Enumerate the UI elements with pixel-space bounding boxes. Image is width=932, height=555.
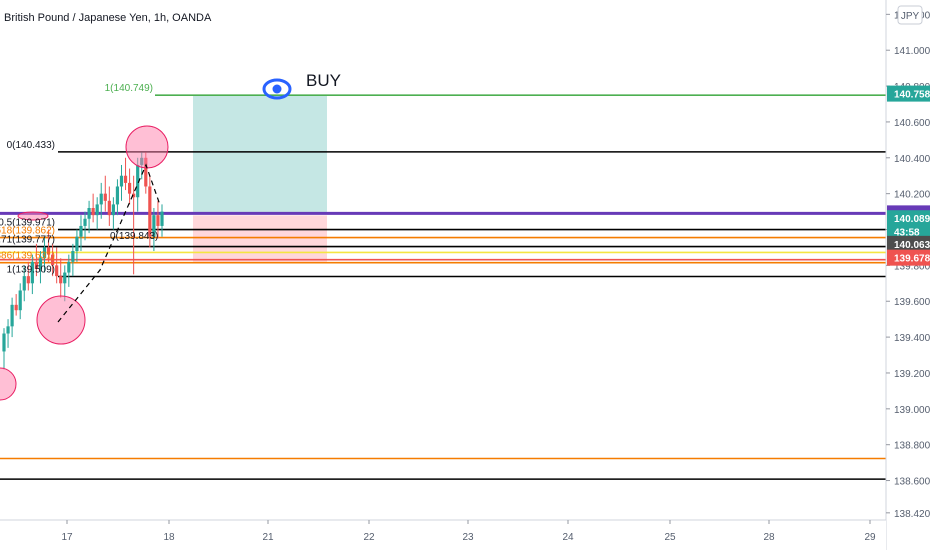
fib-level-label: 0.5(139.971)	[0, 218, 55, 229]
x-tick-label: 21	[262, 532, 274, 543]
candle-body[interactable]	[18, 290, 22, 311]
price-tag-label: 139.678	[894, 254, 931, 265]
price-tag-label: 43:58	[894, 228, 920, 239]
y-tick-label: 140.600	[894, 118, 931, 129]
candle-body[interactable]	[63, 272, 67, 284]
candle-body[interactable]	[87, 208, 91, 219]
candle-body[interactable]	[127, 182, 132, 194]
fib-level-label: 618(139.862)	[0, 226, 55, 237]
candle-body[interactable]	[83, 218, 87, 226]
y-tick-label: 138.600	[894, 477, 931, 488]
candle-body[interactable]	[111, 204, 115, 216]
eye-icon	[262, 78, 292, 100]
y-tick-label: 140.200	[894, 190, 931, 201]
price-tag[interactable]	[887, 85, 930, 102]
candle-body[interactable]	[34, 261, 39, 269]
y-tick-label: 139.000	[894, 405, 931, 416]
x-tick-label: 24	[562, 532, 574, 543]
candle-body[interactable]	[2, 333, 6, 352]
y-tick-label: 140.400	[894, 154, 931, 165]
highlight-circle[interactable]	[125, 125, 169, 169]
y-tick-label: 138.420	[894, 509, 931, 520]
fib-level-label: 0.71(139.777)	[0, 235, 55, 246]
candle-body[interactable]	[26, 276, 30, 284]
candle-body[interactable]	[55, 265, 59, 277]
stop-loss-zone[interactable]	[193, 215, 327, 262]
candle-body[interactable]	[123, 175, 128, 183]
y-tick-label: 139.400	[894, 333, 931, 344]
candle-body[interactable]	[91, 208, 95, 216]
candle-body[interactable]	[6, 326, 10, 334]
y-tick-label: 139.800	[894, 261, 931, 272]
candle-body[interactable]	[144, 157, 148, 187]
candle-body[interactable]	[148, 186, 152, 237]
price-tag[interactable]	[887, 223, 930, 240]
y-tick-label: 139.600	[894, 297, 931, 308]
x-tick-label: 17	[61, 532, 73, 543]
y-tick-label: 139.200	[894, 369, 931, 380]
x-tick-label: 25	[664, 532, 676, 543]
x-tick-label: 23	[462, 532, 474, 543]
candle-body[interactable]	[22, 276, 26, 291]
candle-body[interactable]	[152, 215, 156, 237]
x-tick-label: 29	[864, 532, 876, 543]
price-tag-label: 140.089	[894, 214, 931, 225]
y-tick-label: 138.800	[894, 441, 931, 452]
fib-level-label: 886(139.631)	[0, 251, 55, 262]
candle-body[interactable]	[75, 236, 79, 252]
candle-body[interactable]	[38, 258, 43, 269]
currency-button-label: JPY	[901, 11, 920, 22]
buy-label: BUY	[306, 71, 341, 90]
candle-body[interactable]	[107, 200, 111, 216]
candle-body[interactable]	[10, 304, 14, 327]
y-tick-label: 141.000	[894, 46, 931, 57]
candle-body[interactable]	[79, 225, 83, 237]
x-tick-label: 18	[163, 532, 175, 543]
price-tag[interactable]	[887, 249, 930, 266]
candle-body[interactable]	[95, 204, 99, 216]
price-tag-label: 140.063	[894, 240, 931, 251]
chart-title: British Pound / Japanese Yen, 1h, OANDA	[4, 12, 212, 24]
candle-body[interactable]	[103, 193, 107, 201]
price-tag-label: 140.758	[894, 90, 931, 101]
fib-trend-line[interactable]	[57, 163, 161, 323]
fib-level-label: 0(140.433)	[7, 140, 55, 151]
candle-body[interactable]	[115, 186, 120, 205]
candle-body[interactable]	[51, 254, 55, 266]
candle-body[interactable]	[30, 261, 34, 284]
candle-body[interactable]	[42, 247, 47, 259]
x-tick-label: 28	[763, 532, 775, 543]
price-tag[interactable]	[887, 210, 930, 227]
time-axis[interactable]	[0, 520, 886, 550]
candle-body[interactable]	[99, 193, 103, 205]
fib-level-label: 1(139.509)	[7, 264, 55, 275]
highlight-circle[interactable]	[36, 295, 86, 345]
price-tag[interactable]	[887, 235, 930, 252]
candle-body[interactable]	[59, 276, 63, 284]
candle-body[interactable]	[160, 211, 164, 226]
candle-body[interactable]	[132, 193, 136, 198]
fib-inline-label: 0(139.843)	[110, 231, 158, 242]
candle-body[interactable]	[67, 261, 71, 273]
highlight-ellipse[interactable]	[17, 211, 49, 221]
currency-button[interactable]: JPY	[897, 5, 923, 25]
candle-body[interactable]	[14, 304, 18, 311]
buy-annotation[interactable]: BUY	[262, 71, 341, 100]
candle-body[interactable]	[156, 215, 160, 226]
take-profit-zone[interactable]	[193, 95, 327, 214]
candle-body[interactable]	[71, 251, 75, 262]
candle-body[interactable]	[46, 247, 51, 255]
candle-body[interactable]	[136, 164, 140, 198]
highlight-circle[interactable]	[0, 367, 17, 401]
candle-body[interactable]	[119, 175, 124, 187]
x-tick-label: 22	[363, 532, 375, 543]
fib-level-label: 1(140.749)	[105, 83, 153, 94]
